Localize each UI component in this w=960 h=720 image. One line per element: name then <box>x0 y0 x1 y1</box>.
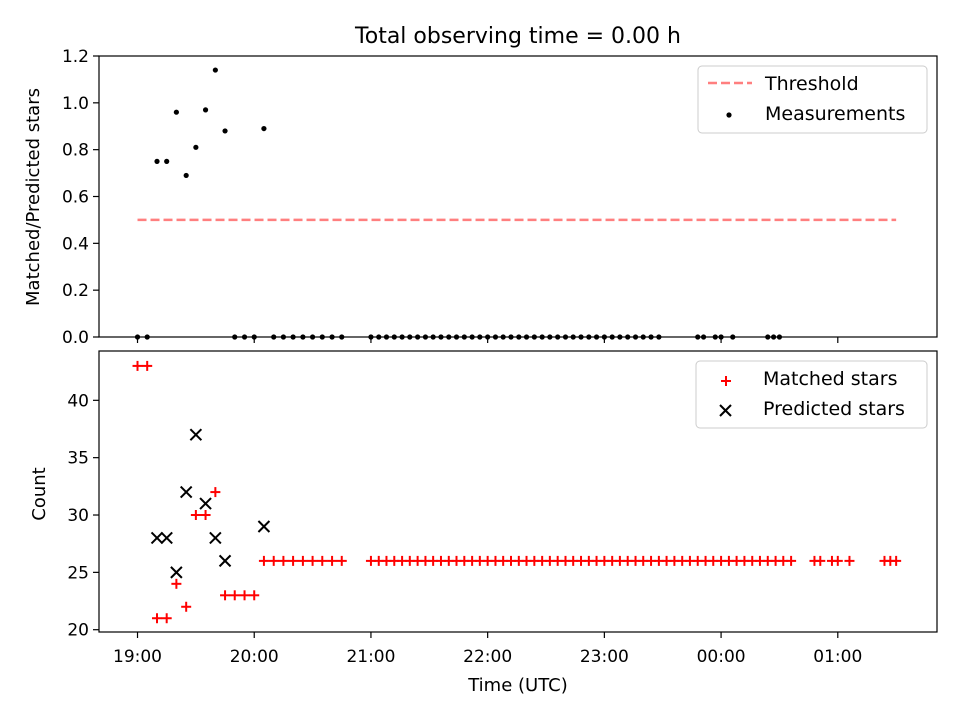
matched-star-point <box>249 590 260 601</box>
count-x-tick-label: 20:00 <box>230 647 279 667</box>
predicted-star-point <box>257 520 271 533</box>
matched-star-point <box>786 555 797 566</box>
matched-star-point <box>171 578 182 589</box>
count-x-ticks: 19:00 20:00 21:00 22:00 23:00 00:00 01:00 <box>113 632 862 667</box>
matched-star-point <box>278 555 289 566</box>
measurement-point <box>222 128 228 134</box>
count-axes-frame <box>98 350 938 633</box>
measurement-point <box>164 158 170 164</box>
ratio-axes: Matched/Predicted stars 0.0 0.2 0.4 0.6 0.8 1… <box>23 47 938 348</box>
ratio-y-tick-label: 0.2 <box>62 281 89 301</box>
measurement-point <box>173 109 179 115</box>
count-legend-box <box>695 360 928 429</box>
legend-measurements-swatch <box>726 112 732 118</box>
predicted-star-point <box>170 566 183 579</box>
matched-star-point <box>132 360 143 371</box>
matched-star-point <box>327 555 338 566</box>
count-x-axis-label: Time (UTC) <box>467 675 568 696</box>
ratio-axes-frame <box>98 55 938 338</box>
count-y-tick-label: 25 <box>67 563 89 583</box>
legend-matched-label: Matched stars <box>763 368 897 390</box>
legend-measurements-label: Measurements <box>765 103 905 125</box>
matched-star-point <box>336 555 347 566</box>
legend-predicted-swatch <box>719 404 732 417</box>
matched-star-point <box>220 590 231 601</box>
count-x-tick-label: 01:00 <box>813 647 862 667</box>
matched-star-point <box>161 613 172 624</box>
count-x-tick-label: 22:00 <box>463 647 512 667</box>
matched-star-point <box>258 555 269 566</box>
count-x-tick-label: 19:00 <box>113 647 162 667</box>
matched-star-point <box>307 555 318 566</box>
legend-matched-swatch <box>721 376 731 386</box>
ratio-y-ticks: 0.0 0.2 0.4 0.6 0.8 1.0 1.2 <box>62 47 99 348</box>
measurement-point <box>183 172 189 179</box>
matched-star-point <box>142 360 153 371</box>
matched-star-point <box>152 613 163 624</box>
ratio-y-tick-label: 0.0 <box>62 328 89 348</box>
ratio-y-tick-label: 0.8 <box>62 141 89 161</box>
matched-star-point <box>229 590 240 601</box>
count-y-tick-label: 20 <box>67 621 89 641</box>
count-axes: Count Time (UTC) 20 25 30 35 40 19:00 20:00 21… <box>29 350 938 696</box>
legend-predicted-label: Predicted stars <box>763 398 905 420</box>
ratio-y-tick-label: 1.0 <box>62 94 89 114</box>
ratio-legend-box <box>697 65 928 134</box>
matched-star-point <box>317 555 328 566</box>
predicted-star-point <box>218 554 232 568</box>
count-y-axis-label: Count <box>29 467 50 520</box>
count-x-tick-label: 23:00 <box>580 647 629 667</box>
predicted-star-point <box>150 531 164 545</box>
measurement-point <box>154 158 160 164</box>
count-y-ticks: 20 25 30 35 40 <box>67 391 99 641</box>
measurement-point <box>212 67 218 73</box>
count-marks <box>132 360 902 624</box>
matched-star-point <box>844 555 855 566</box>
predicted-star-point <box>160 531 173 545</box>
predicted-star-point <box>209 531 222 545</box>
matched-star-point <box>832 555 843 566</box>
ratio-y-tick-label: 1.2 <box>62 47 89 67</box>
count-y-tick-label: 40 <box>67 391 89 411</box>
legend-threshold-label: Threshold <box>764 73 859 95</box>
matched-star-point <box>190 510 201 521</box>
count-x-tick-label: 21:00 <box>346 647 395 667</box>
matched-star-point <box>200 510 211 521</box>
ratio-y-tick-label: 0.4 <box>62 234 89 254</box>
measurement-point <box>202 107 209 113</box>
ratio-y-tick-label: 0.6 <box>62 188 89 208</box>
matched-star-point <box>268 555 279 566</box>
matched-star-point <box>891 555 902 566</box>
predicted-star-point <box>179 485 193 499</box>
predicted-star-point <box>199 497 212 510</box>
matched-star-point <box>239 590 250 601</box>
matched-star-point <box>288 555 299 566</box>
matched-star-point <box>297 555 308 566</box>
matched-star-point <box>815 555 826 566</box>
chart-title: Total observing time = 0.00 h <box>354 24 681 49</box>
count-x-tick-label: 00:00 <box>697 647 746 667</box>
count-y-tick-label: 30 <box>67 506 89 526</box>
matched-star-point <box>210 487 221 498</box>
matched-star-point <box>181 601 192 612</box>
measurement-point <box>193 144 199 150</box>
measurement-point <box>261 125 267 132</box>
predicted-star-point <box>189 428 203 441</box>
count-legend: Matched stars Predicted stars <box>695 360 928 429</box>
ratio-y-axis-label: Matched/Predicted stars <box>23 88 44 306</box>
count-y-tick-label: 35 <box>67 449 89 469</box>
ratio-legend: Threshold Measurements <box>697 65 928 134</box>
